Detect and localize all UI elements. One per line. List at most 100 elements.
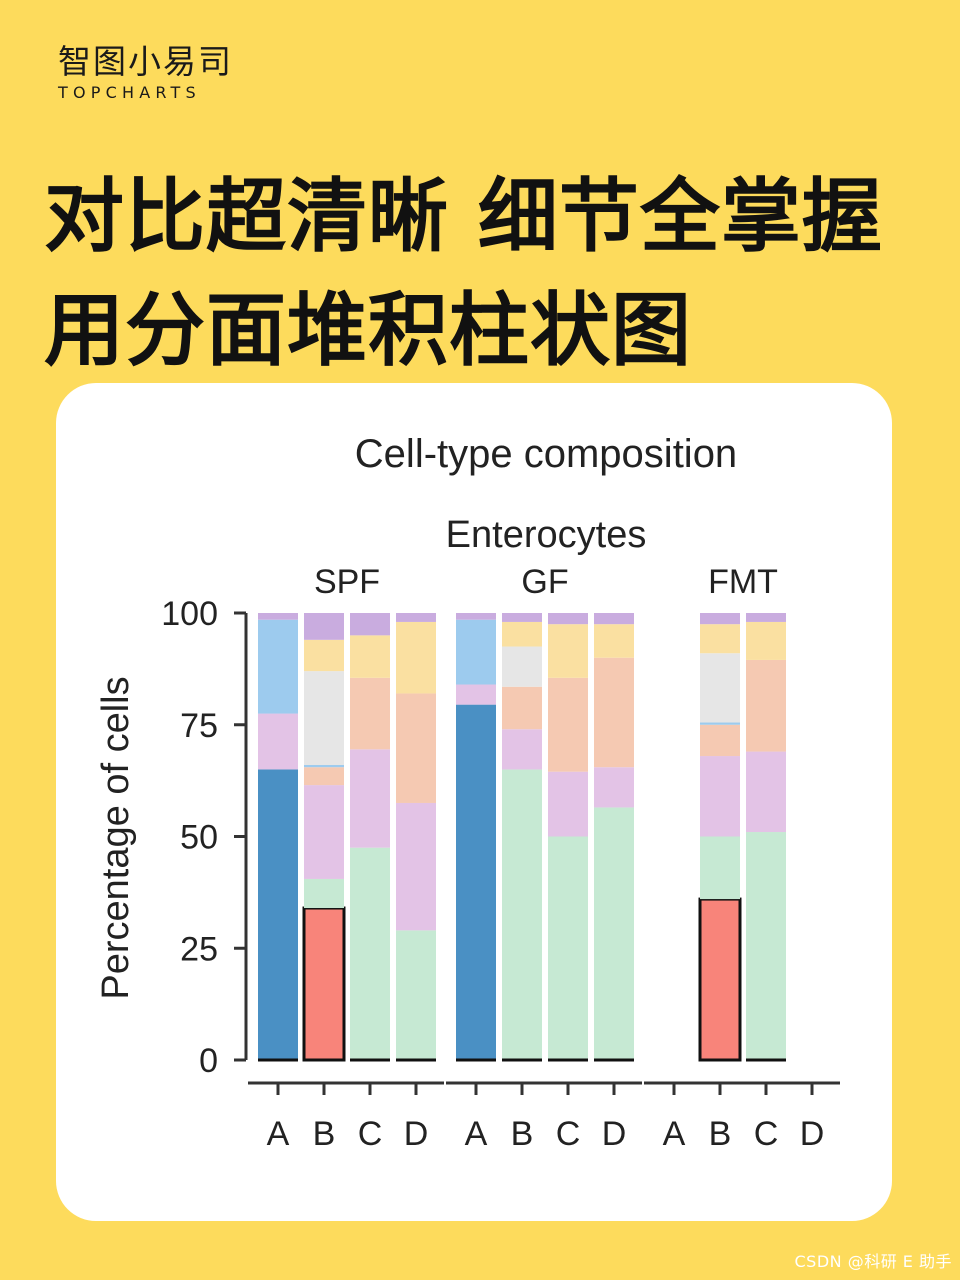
bar-segment [396, 802, 436, 931]
bar-segment [304, 639, 344, 672]
bar-segment [746, 613, 786, 622]
bar-c [548, 613, 588, 1062]
bar-segment [746, 832, 786, 1060]
bar-segment [396, 621, 436, 694]
bar-segment [502, 613, 542, 622]
watermark: CSDN @科研 E 助手 [794, 1252, 952, 1271]
bar-segment [350, 847, 390, 1060]
x-tick-label: A [465, 1115, 488, 1153]
x-tick-label: D [800, 1115, 825, 1153]
bar-a [258, 613, 298, 1062]
bar-segment [258, 769, 298, 1060]
bar-segment [700, 836, 740, 900]
bar-segment [746, 659, 786, 752]
facet-label: FMT [708, 563, 778, 601]
bar-segment [746, 751, 786, 833]
facet-spf: SPF A B C D [248, 563, 444, 1153]
bar-segment [396, 613, 436, 622]
bar-segment [700, 624, 740, 654]
bar-segment [594, 767, 634, 808]
bar-b [698, 613, 742, 1062]
bar-segment [700, 724, 740, 757]
bar-segment [456, 619, 496, 685]
bar-segment [304, 764, 344, 768]
bar-segment [456, 684, 496, 705]
bar-segment [698, 897, 742, 1062]
y-tick-label: 75 [180, 707, 218, 745]
bar-segment [502, 621, 542, 647]
bar-segment [502, 729, 542, 770]
bar-segment [548, 613, 588, 625]
x-tick-label: A [267, 1115, 290, 1153]
bar-segment [302, 906, 346, 1062]
y-tick-label: 25 [180, 930, 218, 968]
bar-segment [502, 646, 542, 687]
bar-c [350, 613, 390, 1062]
bar-d [396, 613, 436, 1062]
x-tick-label: D [404, 1115, 429, 1153]
brand-logo: 智图小易司 TOPCHARTS [58, 40, 248, 102]
bar-c [746, 613, 786, 1062]
bar-segment [258, 713, 298, 770]
chart-subtitle: Enterocytes [446, 514, 647, 556]
facet-fmt: FMT A B C D [644, 563, 840, 1153]
bar-segment [304, 671, 344, 765]
bar-segment [594, 657, 634, 768]
bar-segment [700, 722, 740, 725]
headline: 对比超清晰 细节全掌握 用分面堆积柱状图 [44, 160, 944, 388]
bar-segment [594, 624, 634, 658]
bar-segment [304, 785, 344, 879]
brand-name-en: TOPCHARTS [58, 83, 201, 102]
x-tick-label: B [709, 1115, 732, 1153]
chart-title: Cell-type composition [355, 432, 737, 476]
facet-label: GF [521, 563, 568, 601]
bar-segment [700, 653, 740, 723]
bar-segment [396, 693, 436, 803]
bar-segment [304, 767, 344, 786]
bar-b [302, 613, 346, 1062]
bar-segment [258, 619, 298, 714]
facet-stacked-bar-chart: Cell-type composition Enterocytes Percen… [95, 432, 840, 1153]
bar-segment [548, 624, 588, 678]
bar-segment [594, 613, 634, 625]
bar-segment [304, 878, 344, 909]
x-tick-label: C [556, 1115, 581, 1153]
bar-segment [700, 756, 740, 837]
bar-segment [548, 677, 588, 772]
bar-b [502, 613, 542, 1062]
headline-line-1: 对比超清晰 细节全掌握 [44, 170, 883, 263]
x-tick-label: D [602, 1115, 627, 1153]
bar-segment [548, 836, 588, 1060]
x-tick-label: A [663, 1115, 686, 1153]
x-tick-label: B [313, 1115, 336, 1153]
bar-segment [746, 621, 786, 660]
x-tick-label: C [754, 1115, 779, 1153]
bar-segment [350, 749, 390, 848]
chart-card: Cell-type composition Enterocytes Percen… [56, 383, 892, 1221]
y-tick-label: 100 [161, 595, 218, 633]
bar-segment [594, 807, 634, 1060]
bar-segment [700, 613, 740, 625]
bar-segment [548, 771, 588, 837]
facet-label: SPF [314, 563, 380, 601]
bar-d [594, 613, 634, 1062]
bar-segment [456, 704, 496, 1060]
bar-segment [350, 635, 390, 678]
bar-segment [304, 613, 344, 640]
bar-segment [502, 769, 542, 1060]
facet-gf: GF A B C D [446, 563, 642, 1153]
y-axis: 0 25 50 75 100 [161, 595, 248, 1080]
bar-segment [456, 613, 496, 620]
bar-segment [350, 677, 390, 750]
bar-a [456, 613, 496, 1062]
bar-segment [396, 930, 436, 1060]
x-tick-label: C [358, 1115, 383, 1153]
bar-segment [258, 613, 298, 620]
headline-line-2: 用分面堆积柱状图 [44, 284, 692, 377]
y-tick-label: 50 [180, 819, 218, 857]
x-tick-label: B [511, 1115, 534, 1153]
bar-segment [350, 613, 390, 636]
bar-segment [502, 686, 542, 730]
brand-name-cn: 智图小易司 [58, 42, 233, 81]
